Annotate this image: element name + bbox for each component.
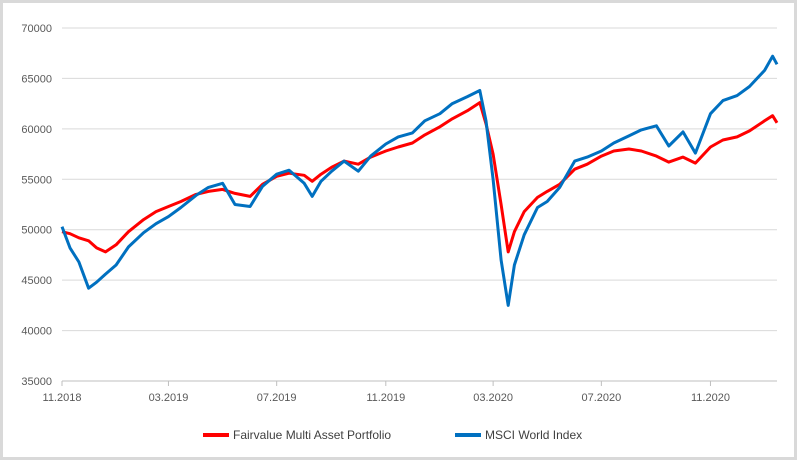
x-tick-label: 11.2019 — [366, 392, 405, 404]
y-axis-ticks: 35000 40000 45000 50000 55000 60000 65000 70000 — [21, 23, 52, 388]
y-tick-label: 45000 — [21, 275, 52, 287]
legend-label: MSCI World Index — [485, 428, 582, 442]
series-lines — [60, 54, 779, 307]
y-tick-label: 60000 — [21, 124, 52, 136]
y-tick-label: 50000 — [21, 225, 52, 237]
y-tick-label: 35000 — [21, 376, 52, 388]
x-tick-label: 11.2020 — [691, 392, 730, 404]
x-tick-label: 07.2020 — [581, 392, 621, 404]
x-axis-ticks: 11.2018 03.2019 07.2019 11.2019 03.2020 07.20… — [43, 381, 730, 404]
x-tick-label: 03.2020 — [473, 392, 513, 404]
y-tick-label: 65000 — [21, 73, 52, 85]
y-tick-label: 55000 — [21, 174, 52, 186]
x-tick-label: 03.2019 — [149, 392, 189, 404]
series-line-fairvalue-portfolio — [61, 101, 779, 254]
grid-lines — [62, 27, 777, 382]
x-tick-label: 07.2019 — [257, 392, 297, 404]
legend-label: Fairvalue Multi Asset Portfolio — [233, 428, 391, 442]
y-tick-label: 70000 — [21, 23, 52, 35]
y-tick-label: 40000 — [21, 326, 52, 338]
series-line-msci-world-index — [60, 54, 779, 307]
legend: Fairvalue Multi Asset Portfolio MSCI Worl… — [203, 428, 582, 442]
x-tick-label: 11.2018 — [43, 392, 82, 404]
